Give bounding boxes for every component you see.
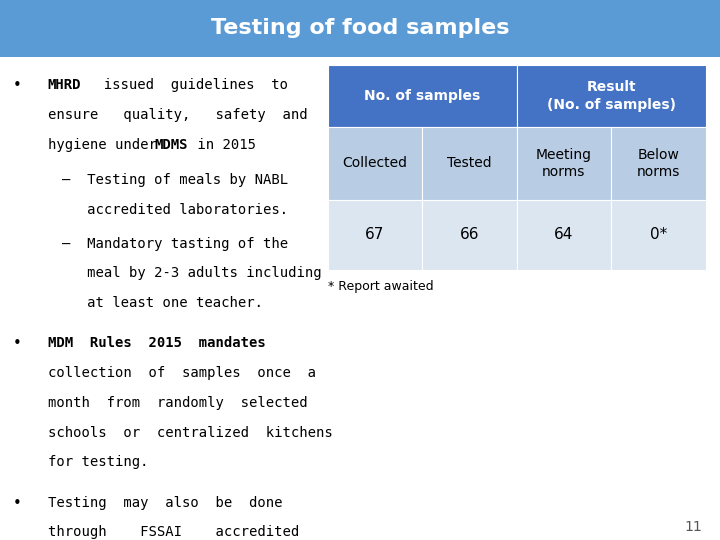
Text: schools  or  centralized  kitchens: schools or centralized kitchens xyxy=(48,426,332,440)
FancyBboxPatch shape xyxy=(611,200,706,270)
FancyBboxPatch shape xyxy=(328,65,517,127)
Text: Result
(No. of samples): Result (No. of samples) xyxy=(546,80,675,111)
Text: accredited laboratories.: accredited laboratories. xyxy=(62,202,288,217)
Text: •: • xyxy=(13,336,22,352)
FancyBboxPatch shape xyxy=(0,0,720,57)
FancyBboxPatch shape xyxy=(517,65,706,127)
Text: •: • xyxy=(13,496,22,511)
Text: Collected: Collected xyxy=(342,157,408,170)
Text: –  Mandatory tasting of the: – Mandatory tasting of the xyxy=(62,237,288,251)
Text: Testing of food samples: Testing of food samples xyxy=(211,18,509,38)
Text: Below
norms: Below norms xyxy=(636,148,680,179)
FancyBboxPatch shape xyxy=(517,127,611,200)
FancyBboxPatch shape xyxy=(422,127,517,200)
Text: No. of samples: No. of samples xyxy=(364,89,480,103)
Text: * Report awaited: * Report awaited xyxy=(328,280,433,293)
Text: Testing  may  also  be  done: Testing may also be done xyxy=(48,496,282,510)
Text: MDMS: MDMS xyxy=(154,138,188,152)
Text: for testing.: for testing. xyxy=(48,455,148,469)
FancyBboxPatch shape xyxy=(422,200,517,270)
Text: 67: 67 xyxy=(365,227,384,242)
Text: at least one teacher.: at least one teacher. xyxy=(62,296,263,310)
Text: collection  of  samples  once  a: collection of samples once a xyxy=(48,366,315,380)
Text: hygiene under: hygiene under xyxy=(48,138,165,152)
Text: •: • xyxy=(13,78,22,93)
Text: 66: 66 xyxy=(459,227,479,242)
Text: meal by 2-3 adults including: meal by 2-3 adults including xyxy=(62,266,322,280)
Text: through    FSSAI    accredited: through FSSAI accredited xyxy=(48,525,299,539)
Text: –  Testing of meals by NABL: – Testing of meals by NABL xyxy=(62,173,288,187)
Text: 64: 64 xyxy=(554,227,574,242)
Text: MHRD: MHRD xyxy=(48,78,81,92)
FancyBboxPatch shape xyxy=(611,127,706,200)
Text: issued  guidelines  to: issued guidelines to xyxy=(87,78,288,92)
Text: Meeting
norms: Meeting norms xyxy=(536,148,592,179)
FancyBboxPatch shape xyxy=(517,200,611,270)
Text: month  from  randomly  selected: month from randomly selected xyxy=(48,396,307,410)
FancyBboxPatch shape xyxy=(328,127,422,200)
Text: 0*: 0* xyxy=(649,227,667,242)
FancyBboxPatch shape xyxy=(328,200,422,270)
Text: in 2015: in 2015 xyxy=(189,138,256,152)
Text: ensure   quality,   safety  and: ensure quality, safety and xyxy=(48,108,307,122)
Text: MDM  Rules  2015  mandates: MDM Rules 2015 mandates xyxy=(48,336,265,350)
Text: Tested: Tested xyxy=(447,157,492,170)
Text: 11: 11 xyxy=(684,519,702,534)
